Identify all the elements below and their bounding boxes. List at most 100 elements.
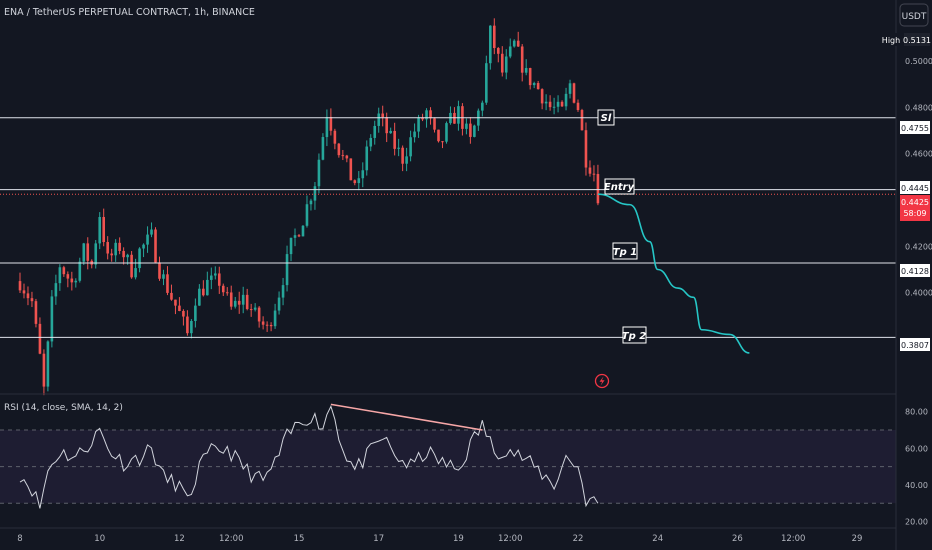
rsi-divergence-line: [330, 403, 483, 431]
high-value-bg: [904, 33, 930, 46]
tp2-annotation[interactable]: Tp 2: [622, 326, 647, 344]
candle-body: [122, 250, 125, 258]
currency-button-label[interactable]: USDT: [902, 12, 927, 22]
time-axis-label: 24: [652, 534, 663, 544]
entry-price-tag: 0.4445: [901, 184, 929, 193]
candle-body: [78, 261, 82, 281]
high-label-bg: [879, 33, 903, 46]
price-tick-label: 0.5000: [905, 57, 932, 66]
candle-body: [544, 101, 548, 104]
candle-body: [70, 278, 74, 283]
candle-body: [540, 89, 544, 104]
candle-body: [38, 323, 42, 354]
trade-levels: [0, 117, 896, 338]
candle-body: [86, 243, 90, 261]
candle-body: [202, 288, 205, 296]
candle-body: [417, 117, 420, 132]
candle-body: [429, 110, 432, 119]
time-axis-label: 19: [453, 534, 464, 544]
candle-body: [556, 101, 560, 107]
candle-body: [174, 299, 177, 306]
candle-body: [50, 296, 54, 342]
candle-body: [584, 130, 588, 168]
time-axis-label: 12:00: [781, 534, 806, 544]
candle-body: [178, 305, 181, 311]
price-tick-label: 0.4200: [905, 242, 932, 251]
sl-annotation-box[interactable]: [597, 109, 615, 126]
entry-annotation[interactable]: Entry: [604, 178, 635, 195]
tp1-annotation-box[interactable]: [612, 242, 638, 260]
candle-body: [289, 237, 293, 255]
candle-body: [206, 279, 209, 296]
tp1-price-tag-bg: [900, 264, 930, 277]
candle-body: [481, 102, 484, 111]
candle-body: [401, 147, 404, 164]
candle-body: [102, 217, 105, 243]
candle-body: [142, 244, 145, 249]
candle-body: [321, 137, 325, 160]
sl-annotation[interactable]: Sl: [597, 109, 615, 126]
candle-body: [532, 83, 536, 86]
projection-path: [597, 193, 750, 354]
candle-body: [317, 159, 321, 187]
candle-body: [377, 113, 381, 126]
price-scale[interactable]: 0.5000 0.4800 0.4600 0.4200 0.4000: [905, 57, 932, 298]
candle-body: [285, 254, 289, 286]
candle-body: [496, 48, 500, 54]
lightning-icon-ring[interactable]: [594, 373, 610, 389]
candle-body: [301, 225, 305, 237]
candle-body: [162, 274, 165, 279]
candle-body: [329, 116, 333, 131]
rsi-tick-label: 80.00: [905, 408, 928, 417]
candle-body: [500, 53, 504, 73]
candle-body: [114, 242, 117, 256]
candle-body: [237, 300, 241, 305]
candle-body: [516, 40, 520, 47]
rsi-title: RSI (14, close, SMA, 14, 2): [4, 403, 123, 413]
candle-body: [214, 273, 217, 276]
candle-body: [110, 253, 113, 256]
rsi-scale[interactable]: 80.00 60.00 40.00 20.00: [905, 408, 928, 527]
currency-button-frame[interactable]: [899, 3, 929, 27]
candle-body: [277, 297, 281, 311]
time-axis-label: 17: [373, 534, 384, 544]
rsi-line: [19, 405, 599, 509]
lightning-icon[interactable]: [594, 373, 610, 389]
candle-body: [130, 254, 133, 278]
time-axis-label: 10: [94, 534, 105, 544]
candle-body: [305, 204, 309, 226]
entry-annotation-label: Entry: [604, 182, 635, 193]
entry-annotation-box[interactable]: [604, 178, 635, 195]
tp1-annotation[interactable]: Tp 1: [612, 242, 638, 260]
tp2-annotation-box[interactable]: [622, 326, 647, 344]
candle-body: [229, 292, 233, 307]
candle-body: [249, 309, 253, 311]
candle-body: [225, 292, 229, 294]
lightning-icon-bolt: [599, 376, 605, 386]
sl-annotation-label: Sl: [601, 113, 612, 124]
candle-body: [154, 229, 157, 263]
candle-body: [210, 275, 213, 280]
currency-button[interactable]: USDT: [899, 3, 929, 27]
sl-price-tag-bg: [900, 121, 930, 134]
candle-body: [588, 167, 592, 174]
current-price-tag: 0.4425: [901, 198, 929, 207]
candle-body: [512, 40, 516, 47]
candle-body: [261, 321, 265, 325]
time-axis[interactable]: 8 10 12 12:00 15 17 19 12:00 22 24 26 12:00 29: [17, 534, 862, 544]
candle-body: [182, 310, 185, 317]
candle-body: [576, 102, 580, 111]
candle-body: [528, 68, 532, 86]
candle-body: [393, 130, 396, 149]
candle-body: [433, 118, 436, 130]
candle-body: [405, 156, 408, 164]
candle-body: [138, 248, 141, 269]
time-axis-label: 22: [573, 534, 584, 544]
rsi-tick-label: 60.00: [905, 444, 928, 453]
candle-body: [385, 117, 388, 134]
symbol-title: ENA / TetherUS PERPETUAL CONTRACT, 1h, B…: [4, 7, 255, 18]
candle-body: [524, 68, 528, 73]
candle-body: [437, 129, 440, 142]
price-tick-label: 0.4000: [905, 289, 932, 298]
